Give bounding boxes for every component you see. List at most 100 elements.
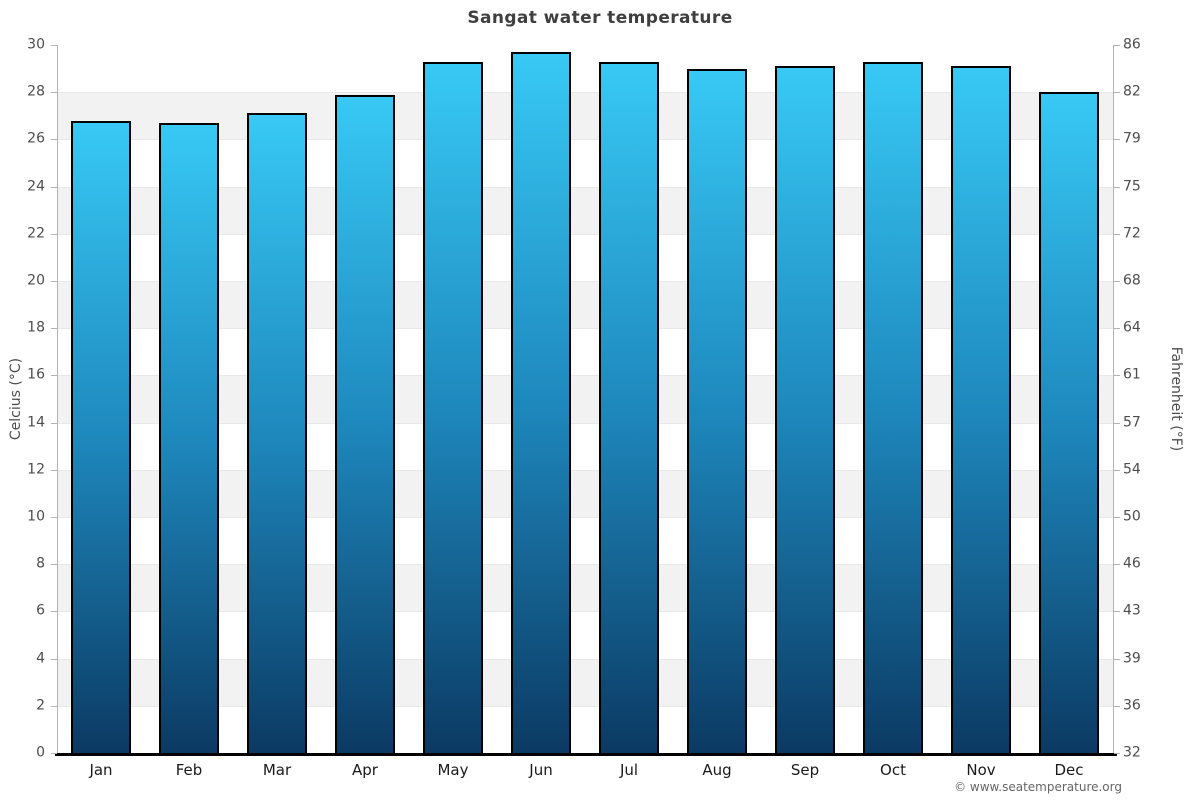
tick-right-mark (1114, 611, 1120, 613)
bar-jan[interactable] (71, 120, 131, 753)
ytick-celsius: 20 (27, 272, 45, 289)
bar-slot-mar (233, 45, 321, 753)
bar-sep[interactable] (775, 66, 835, 753)
ytick-celsius: 2 (36, 697, 45, 714)
xtick-month-jun: Jun (529, 761, 553, 779)
grid-band (57, 233, 1113, 281)
grid-band (57, 611, 1113, 659)
tick-right-mark (1114, 45, 1120, 46)
ytick-celsius: 24 (27, 178, 45, 195)
tick-left-mark (51, 375, 57, 377)
bar-slot-jun (497, 45, 585, 753)
tick-left-mark (51, 658, 57, 660)
grid-band (57, 564, 1113, 612)
xtick-month-dec: Dec (1054, 761, 1084, 779)
bar-oct[interactable] (863, 61, 923, 753)
tick-left-mark (51, 517, 57, 518)
y-axis-line-right (1113, 45, 1114, 754)
xtick-month-feb: Feb (175, 761, 203, 779)
tick-right-mark (1114, 186, 1120, 188)
bar-apr[interactable] (335, 94, 395, 753)
ytick-fahrenheit: 43 (1123, 603, 1141, 620)
x-axis-line (55, 753, 1117, 756)
ytick-fahrenheit: 86 (1123, 36, 1141, 53)
copyright-link[interactable]: © www.seatemperature.org (954, 780, 1122, 794)
xtick-month-mar: Mar (262, 761, 292, 779)
ytick-celsius: 26 (27, 131, 45, 148)
ytick-fahrenheit: 32 (1123, 744, 1141, 761)
y-axis-ticks-celsius: 30 28 26 24 22 20 18 16 14 12 10 8 6 4 2 0 (0, 37, 48, 761)
bar-slot-oct (849, 45, 937, 753)
bar-may[interactable] (423, 61, 483, 753)
tick-right-mark (1114, 328, 1120, 330)
tick-left-mark (51, 705, 57, 707)
tick-left-mark (51, 564, 57, 566)
tick-right-mark (1114, 422, 1120, 424)
bar-nov[interactable] (951, 66, 1011, 753)
ytick-celsius: 6 (36, 603, 45, 620)
y-axis-label-celsius: Celcius (°C) (8, 357, 24, 441)
grid-band (57, 705, 1113, 753)
tick-left-mark (51, 186, 57, 188)
ytick-celsius: 0 (36, 744, 45, 761)
ytick-fahrenheit: 72 (1123, 225, 1141, 242)
xtick-month-sep: Sep (790, 761, 820, 779)
bar-dec[interactable] (1039, 92, 1099, 753)
chart-title: Sangat water temperature (467, 8, 733, 28)
ytick-fahrenheit: 54 (1123, 461, 1141, 478)
tick-left-mark (51, 328, 57, 330)
y-axis-line-left (57, 45, 58, 754)
tick-right-mark (1114, 658, 1120, 660)
tick-right-mark (1114, 705, 1120, 707)
tick-right-mark (1114, 233, 1120, 235)
grid-band (57, 658, 1113, 706)
bar-jul[interactable] (599, 61, 659, 753)
ytick-fahrenheit: 79 (1123, 131, 1141, 148)
bar-aug[interactable] (687, 68, 747, 753)
ytick-fahrenheit: 36 (1123, 697, 1141, 714)
bar-feb[interactable] (159, 122, 219, 753)
tick-left-mark (51, 92, 57, 94)
xtick-month-jan: Jan (89, 761, 113, 779)
bar-slot-dec (1025, 45, 1113, 753)
bar-slot-may (409, 45, 497, 753)
tick-left-mark (51, 281, 57, 282)
xtick-month-may: May (437, 761, 469, 779)
ytick-celsius: 12 (27, 461, 45, 478)
bar-slot-sep (761, 45, 849, 753)
bar-slot-jul (585, 45, 673, 753)
ytick-fahrenheit: 57 (1123, 414, 1141, 431)
bar-jun[interactable] (511, 52, 571, 753)
y-axis-ticks-fahrenheit: 86 82 79 75 72 68 64 61 57 54 50 46 43 39 36 32 (1123, 37, 1163, 761)
tick-left-mark (51, 469, 57, 471)
tick-right-mark (1114, 281, 1120, 282)
x-axis-month-labels: Jan Feb Mar Apr May Jun Jul Aug Sep Oct Nov Dec (57, 761, 1113, 779)
ytick-fahrenheit: 39 (1123, 650, 1141, 667)
tick-right-mark (1114, 469, 1120, 471)
tick-right-mark (1114, 92, 1120, 94)
ytick-fahrenheit: 82 (1123, 83, 1141, 100)
ytick-fahrenheit: 46 (1123, 555, 1141, 572)
grid-band (57, 92, 1113, 140)
tick-right-mark (1114, 753, 1120, 754)
bar-mar[interactable] (247, 113, 307, 753)
ytick-celsius: 14 (27, 414, 45, 431)
tick-left-mark (51, 611, 57, 613)
ytick-celsius: 28 (27, 83, 45, 100)
grid-band (57, 469, 1113, 517)
bar-slot-jan (57, 45, 145, 753)
tick-right-mark (1114, 139, 1120, 141)
grid-band (57, 422, 1113, 470)
grid-band (57, 281, 1113, 329)
tick-left-mark (51, 753, 57, 754)
bars-container (57, 45, 1113, 753)
ytick-celsius: 10 (27, 508, 45, 525)
ytick-celsius: 30 (27, 36, 45, 53)
ytick-celsius: 4 (36, 650, 45, 667)
ytick-fahrenheit: 64 (1123, 319, 1141, 336)
ytick-fahrenheit: 50 (1123, 508, 1141, 525)
ytick-celsius: 18 (27, 319, 45, 336)
plot-area (57, 45, 1113, 753)
tick-left-mark (51, 422, 57, 424)
